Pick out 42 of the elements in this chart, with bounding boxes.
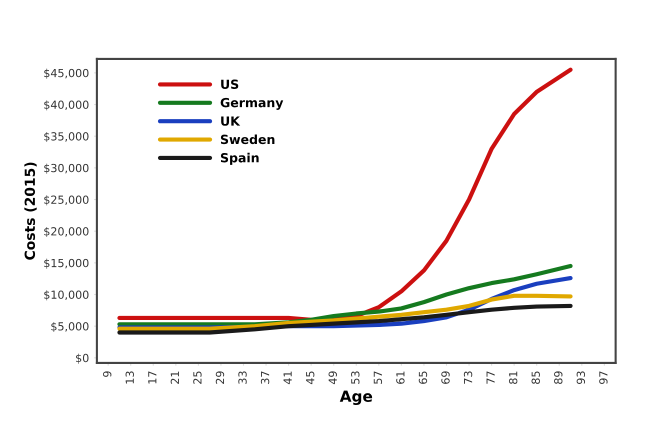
x-tick-label: 17 xyxy=(148,371,156,384)
x-tick-label: 9 xyxy=(102,371,112,377)
legend-label: Germany xyxy=(220,98,284,110)
x-tick-label: 93 xyxy=(576,371,586,384)
x-tick-label: 61 xyxy=(396,372,405,384)
x-tick-label: 97 xyxy=(599,371,608,384)
x-tick-label: 65 xyxy=(418,372,428,384)
y-tick-label: $5,000 xyxy=(51,322,89,332)
x-tick-label: 85 xyxy=(532,372,540,384)
y-tick-label: $15,000 xyxy=(44,258,89,269)
y-axis-title: Costs (2015) xyxy=(24,162,37,260)
x-tick-label: 13 xyxy=(126,371,134,384)
x-tick-label: 33 xyxy=(238,371,247,384)
x-tick-label: 77 xyxy=(486,371,495,384)
y-tick-label: $35,000 xyxy=(44,132,89,142)
x-tick-label: 29 xyxy=(216,371,224,384)
x-tick-label: 69 xyxy=(441,371,450,384)
x-tick-label: 25 xyxy=(193,372,202,384)
x-tick-label: 73 xyxy=(464,371,472,384)
legend-label: US xyxy=(221,80,238,89)
y-tick-label: $40,000 xyxy=(44,100,89,110)
x-tick-label: 41 xyxy=(284,372,292,384)
x-axis-title: Age xyxy=(340,390,372,406)
y-tick-label: $25,000 xyxy=(44,195,89,206)
y-tick-label: $30,000 xyxy=(44,164,89,174)
y-tick-label: $20,000 xyxy=(44,226,89,238)
x-tick-label: 45 xyxy=(306,372,314,384)
x-tick-label: 89 xyxy=(554,371,562,384)
y-tick-label: $10,000 xyxy=(44,290,89,300)
legend-label: UK xyxy=(221,116,240,126)
x-tick-label: 37 xyxy=(260,371,270,384)
x-tick-label: 81 xyxy=(508,372,518,384)
x-tick-label: 57 xyxy=(374,371,382,384)
y-tick-label: $45,000 xyxy=(44,68,89,79)
line-series xyxy=(117,304,573,335)
x-tick-label: 21 xyxy=(170,372,179,384)
x-tick-label: 53 xyxy=(351,371,360,384)
x-tick-label: 49 xyxy=(328,371,337,384)
legend-label: Sweden xyxy=(220,134,274,144)
line-series xyxy=(117,294,573,331)
legend-label: Spain xyxy=(220,152,259,165)
y-tick-label: $0 xyxy=(76,354,89,364)
